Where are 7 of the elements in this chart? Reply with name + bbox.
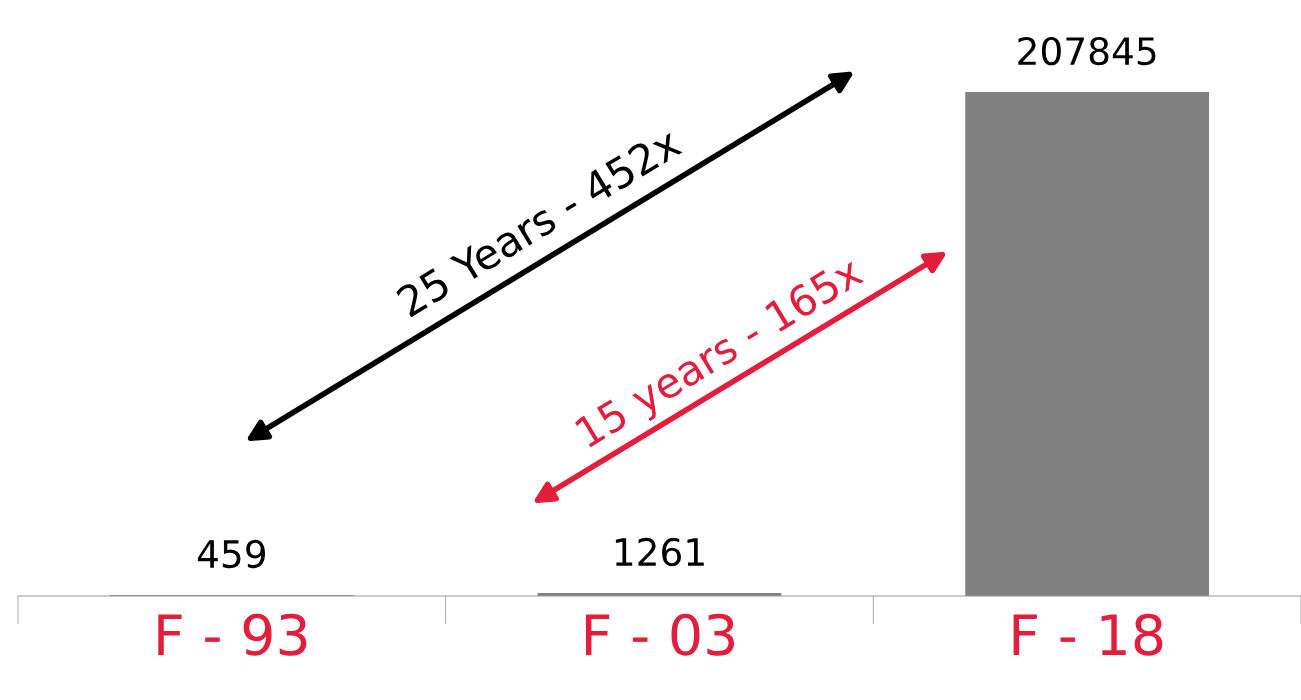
data-label: 207845 xyxy=(1018,36,1156,66)
data-label: 459 xyxy=(197,539,265,569)
x-tick-label: F - 03 xyxy=(585,613,735,656)
x-tick-label: F - 93 xyxy=(158,613,307,656)
data-label: 1261 xyxy=(615,537,704,567)
annotation: 25 Years - 452x xyxy=(395,125,683,318)
x-tick-label: F - 18 xyxy=(1013,613,1163,656)
